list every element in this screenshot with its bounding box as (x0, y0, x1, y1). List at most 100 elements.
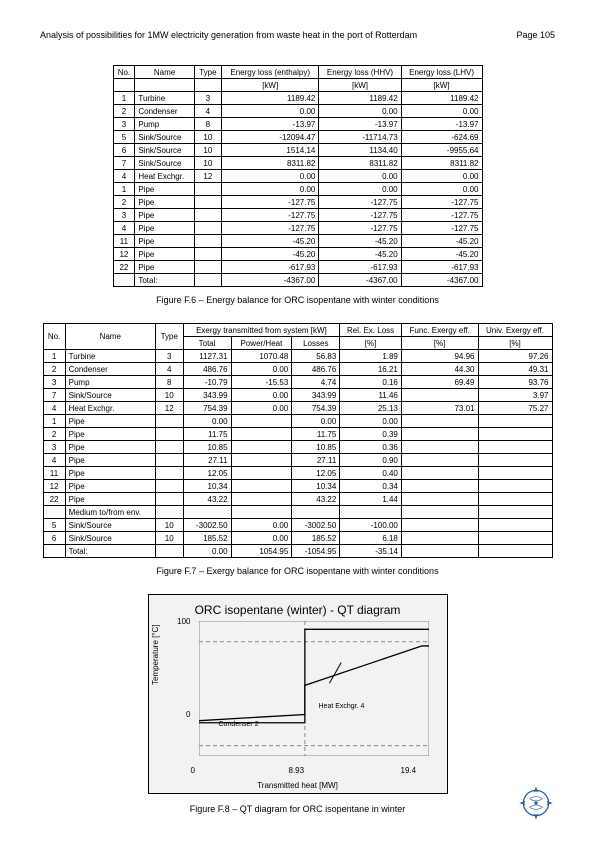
table-cell: 1 (43, 350, 65, 363)
table-cell: 2 (113, 196, 135, 209)
table-cell: 27.11 (292, 454, 340, 467)
table-subheader (135, 79, 194, 92)
table-cell: 10 (155, 519, 183, 532)
chart-xtick-1: 8.93 (289, 766, 305, 775)
table-row: 3Pump8-13.97-13.97-13.97 (113, 118, 482, 131)
table-cell: 93.76 (478, 376, 552, 389)
table-row: 1Turbine31127.311070.4856.831.8994.9697.… (43, 350, 552, 363)
table-cell: 2 (43, 428, 65, 441)
table-cell: 1 (113, 92, 135, 105)
table-row: 22Pipe-617.93-617.93-617.93 (113, 261, 482, 274)
table-cell: 10.34 (292, 480, 340, 493)
table-cell: -45.20 (319, 248, 401, 261)
table-cell: 12.05 (292, 467, 340, 480)
table-header: Exergy transmitted from system [kW] (183, 324, 340, 337)
table-header: Univ. Exergy eff. (478, 324, 552, 337)
chart-xtick-0: 0 (191, 766, 195, 775)
table-cell: -45.20 (401, 248, 482, 261)
table-cell: 4 (43, 402, 65, 415)
caption-f6: Figure F.6 – Energy balance for ORC isop… (40, 295, 555, 305)
table-cell: Sink/Source (135, 144, 194, 157)
table-cell: Sink/Source (65, 389, 155, 402)
table-row: 12Pipe-45.20-45.20-45.20 (113, 248, 482, 261)
table-cell: 0.00 (183, 415, 231, 428)
table-cell: 1 (113, 183, 135, 196)
table-cell: 8311.82 (401, 157, 482, 170)
table-cell (43, 545, 65, 558)
table-cell (194, 196, 221, 209)
table-cell: 10 (155, 389, 183, 402)
table-cell: -10.79 (183, 376, 231, 389)
table-cell: 27.11 (183, 454, 231, 467)
table-cell (155, 493, 183, 506)
table-cell (401, 467, 478, 480)
table-cell: 0.00 (231, 389, 292, 402)
table-row: 3Pipe-127.75-127.75-127.75 (113, 209, 482, 222)
table-cell: -617.93 (222, 261, 319, 274)
table-subheader (113, 79, 135, 92)
table-cell: Pipe (65, 441, 155, 454)
table-row: 2Pipe11.7511.750.39 (43, 428, 552, 441)
table-row: 4Pipe27.1127.110.90 (43, 454, 552, 467)
table-cell: 3 (43, 441, 65, 454)
table-cell: 0.90 (340, 454, 402, 467)
table-cell (231, 493, 292, 506)
table-cell: Pipe (135, 209, 194, 222)
table-cell: 10 (194, 131, 221, 144)
chart-ytick-0: 0 (177, 710, 191, 719)
table-row: Total:-4367.00-4367.00-4367.00 (113, 274, 482, 287)
table-cell: -9955.64 (401, 144, 482, 157)
table-cell: 43.22 (183, 493, 231, 506)
table-cell: 69.49 (401, 376, 478, 389)
table-cell: -127.75 (222, 222, 319, 235)
table-cell: 0.00 (231, 402, 292, 415)
table-cell: 5 (113, 131, 135, 144)
table-cell: 10 (194, 144, 221, 157)
table-row: 2Pipe-127.75-127.75-127.75 (113, 196, 482, 209)
table-cell (155, 441, 183, 454)
table-cell: 0.00 (222, 170, 319, 183)
chart-title: ORC isopentane (winter) - QT diagram (157, 603, 439, 617)
table-cell: 4.74 (292, 376, 340, 389)
table-cell (401, 506, 478, 519)
header-title: Analysis of possibilities for 1MW electr… (40, 30, 417, 40)
table-row: 12Pipe10.3410.340.34 (43, 480, 552, 493)
table-row: 2Condenser4486.760.00486.7616.2144.3049.… (43, 363, 552, 376)
table-cell (231, 480, 292, 493)
table-row: 4Heat Exchgr.12754.390.00754.3925.1373.0… (43, 402, 552, 415)
energy-balance-table: No.NameTypeEnergy loss (enthalpy)Energy … (113, 65, 483, 287)
table-header: Type (194, 66, 221, 79)
table-cell: 11 (113, 235, 135, 248)
table-cell: 25.13 (340, 402, 402, 415)
table-cell: 12 (194, 170, 221, 183)
table-cell (478, 545, 552, 558)
table-row: 1Pipe0.000.000.00 (43, 415, 552, 428)
table-cell: 4 (113, 170, 135, 183)
table-cell: 5 (43, 519, 65, 532)
table-cell: 56.83 (292, 350, 340, 363)
table-cell: -45.20 (401, 235, 482, 248)
table-cell: 16.21 (340, 363, 402, 376)
table-cell: Heat Exchgr. (135, 170, 194, 183)
table-cell: -4367.00 (401, 274, 482, 287)
table-cell (155, 545, 183, 558)
table-cell: 0.00 (319, 183, 401, 196)
table-cell: 0.39 (340, 428, 402, 441)
table-cell: 22 (113, 261, 135, 274)
table-cell: 10 (194, 157, 221, 170)
table-cell: Pipe (65, 428, 155, 441)
table-subheader (194, 79, 221, 92)
table-cell: 1 (43, 415, 65, 428)
qt-diagram: ORC isopentane (winter) - QT diagram Tem… (148, 594, 448, 794)
table-cell: 8 (155, 376, 183, 389)
table-cell: -12094.47 (222, 131, 319, 144)
table-cell (478, 506, 552, 519)
table-row: 22Pipe43.2243.221.44 (43, 493, 552, 506)
table-cell: -127.75 (401, 196, 482, 209)
table-cell (155, 480, 183, 493)
table-cell (155, 467, 183, 480)
table-cell (231, 454, 292, 467)
table-header: Rel. Ex. Loss (340, 324, 402, 337)
table-cell: -127.75 (222, 196, 319, 209)
table-cell: -15.53 (231, 376, 292, 389)
